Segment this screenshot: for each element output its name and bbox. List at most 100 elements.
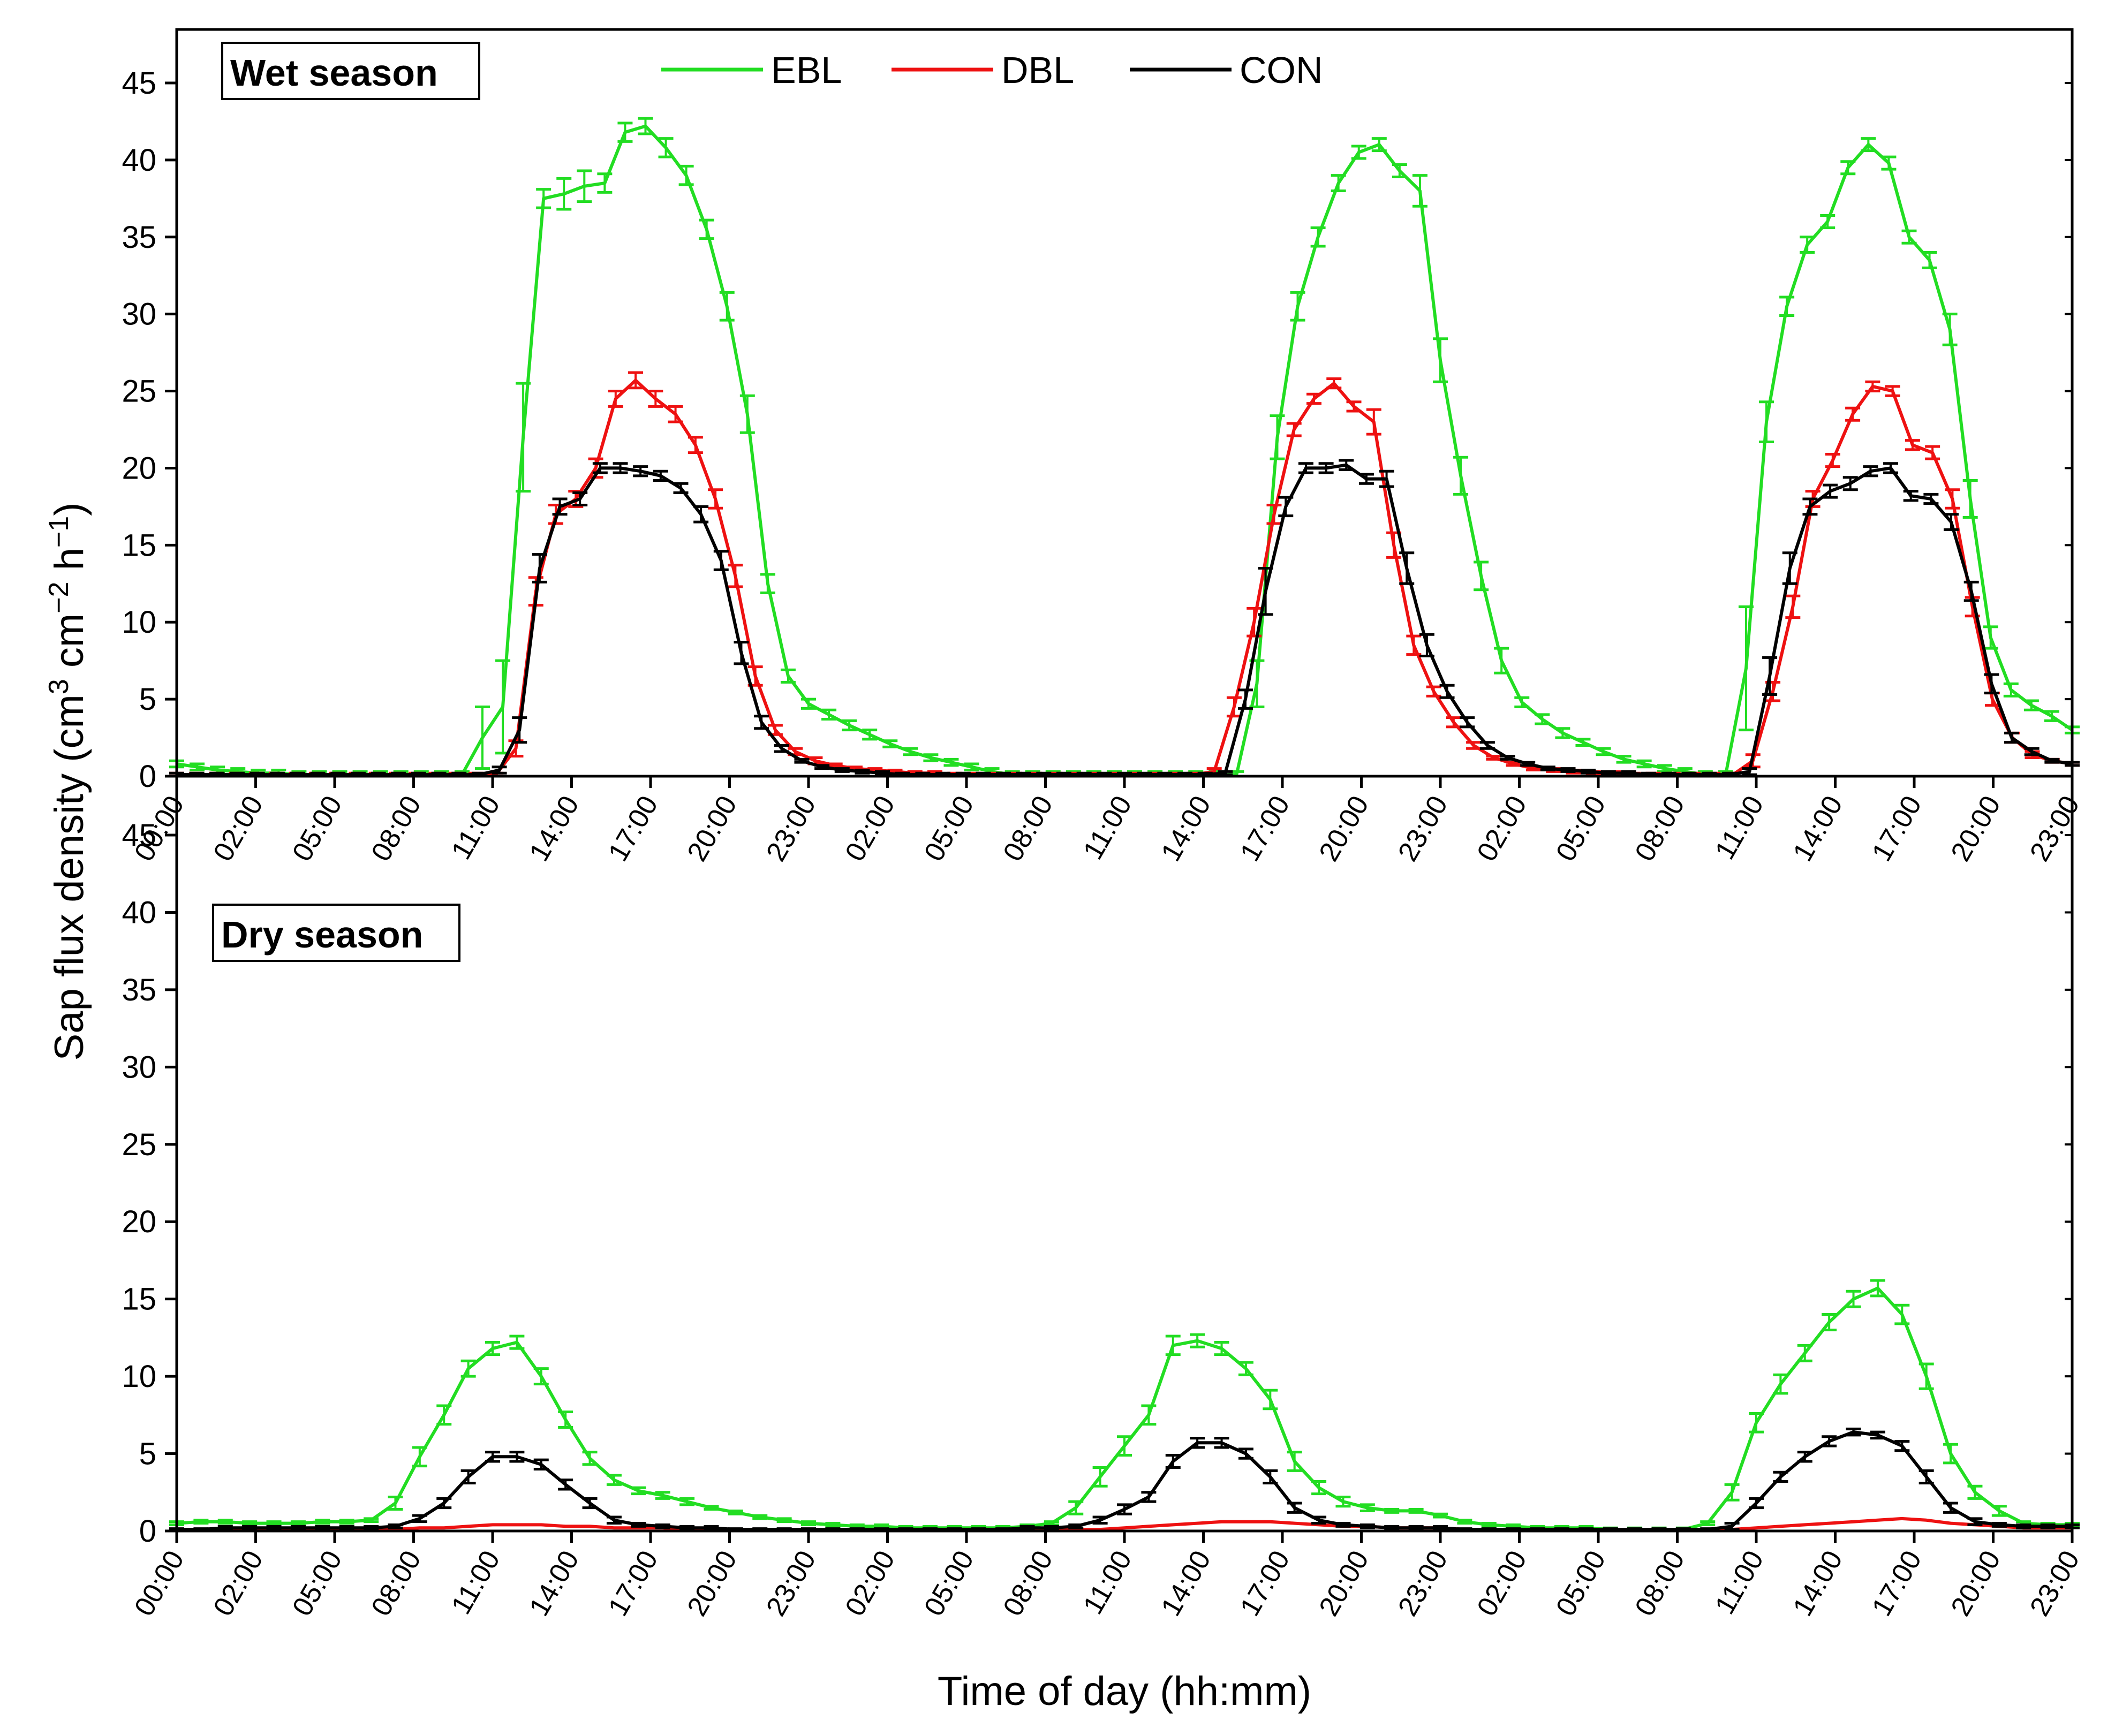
dry-season-y-tick-label: 25 (122, 1127, 156, 1162)
dry-season-con-error-bar (242, 1525, 258, 1531)
dry-season-ebl-error-bar (1190, 1333, 1205, 1348)
wet-season-ebl-error-bar (923, 753, 939, 762)
dry-season-ebl-error-bar (825, 1522, 841, 1528)
wet-season-ebl-error-bar (1290, 291, 1305, 322)
wet-season-ebl-error-bar (903, 747, 918, 756)
wet-season-ebl-error-bar (964, 762, 979, 771)
dry-season-y-tick-label: 30 (122, 1050, 156, 1085)
wet-season-y-tick-label: 10 (122, 605, 156, 640)
wet-season-con-error-bar (552, 497, 568, 516)
wet-season-con-error-bar (2024, 747, 2040, 756)
dry-season-con-error-bar (1287, 1502, 1302, 1514)
dry-season-ebl-error-bar (1092, 1466, 1108, 1488)
wet-season-ebl-error-bar (780, 668, 796, 684)
dry-season-con-error-bar (460, 1469, 476, 1484)
dry-season-con-error-bar (679, 1525, 695, 1531)
dry-season-ebl-error-bar (1724, 1483, 1740, 1502)
dry-season-ebl-error-bar (242, 1520, 258, 1526)
wet-season-con-error-bar (1298, 462, 1313, 474)
wet-season-con-error-bar (1963, 580, 1979, 602)
dry-season-con-error-bar (1214, 1437, 1229, 1449)
wet-season-ebl-error-bar (1820, 214, 1835, 230)
wet-season-ebl-error-bar (1270, 414, 1285, 460)
dry-season-con-error-bar (1991, 1522, 2007, 1528)
wet-season-con-error-bar (1258, 567, 1273, 616)
dry-season-con-error-bar (582, 1497, 598, 1510)
wet-season-con-error-bar (1460, 716, 1475, 729)
wet-season-con-error-bar (1863, 465, 1878, 477)
dry-season-ebl-error-bar (1044, 1520, 1059, 1526)
dry-season-label: Dry season (221, 914, 423, 956)
legend-label-ebl: EBL (771, 49, 842, 91)
dry-season-ebl-error-bar (1287, 1451, 1302, 1472)
wet-season-ebl-error-bar (862, 729, 878, 741)
wet-season-ebl-error-bar (801, 698, 816, 710)
wet-season-con-error-bar (1318, 462, 1334, 474)
dry-season-con-error-bar (388, 1523, 403, 1529)
wet-season-con-error-bar (1621, 770, 1636, 776)
dry-season-con-error-bar (1019, 1525, 1035, 1531)
dry-season-y-ticks: 0 5 10 15 20 25 30 35 40 45 (122, 818, 2072, 1549)
wet-season-con-error-bar (1903, 490, 1918, 502)
dry-season-ebl-error-bar (679, 1497, 695, 1506)
wet-season-ebl-error-bar (1657, 764, 1672, 773)
wet-season-y-tick-label: 35 (122, 220, 156, 255)
wet-season-dbl-error-bar (1885, 385, 1900, 397)
dry-season-ebl-error-bar (1870, 1279, 1885, 1298)
wet-season-ebl-error-bar (1983, 625, 1998, 650)
dry-season-con-error-bar (606, 1515, 622, 1525)
dry-season-ebl-error-bar (460, 1359, 476, 1378)
wet-season-con-error-bar (1782, 551, 1797, 585)
wet-season-dbl-error-bar (1286, 422, 1302, 437)
wet-season-con-error-bar (2004, 731, 2020, 744)
wet-season-ebl-error-bar (1861, 137, 1876, 153)
wet-season-ebl-error-bar (1616, 755, 1631, 764)
dry-season-con-error-bar (1846, 1427, 1861, 1437)
wet-season-ebl-error-bar (1555, 727, 1570, 739)
wet-season-dbl-error-bar (688, 436, 703, 454)
wet-season-con-error-bar (1520, 761, 1536, 767)
wet-season-ebl-error-bar (1738, 605, 1754, 732)
wet-season-con-error-bar (592, 462, 608, 474)
wet-season-con-error-bar (1479, 741, 1495, 750)
dry-season-ebl-error-bar (509, 1335, 525, 1350)
dry-season-ebl-error-bar (533, 1367, 549, 1386)
wet-season-con-error-bar (693, 505, 709, 524)
wet-season-y-tick-label: 30 (122, 297, 156, 332)
wet-season-ebl-error-bar (1351, 145, 1366, 160)
dry-season-ebl-error-bar (1408, 1508, 1424, 1514)
wet-season-dbl-error-bar (1446, 716, 1461, 729)
wet-season-con-error-bar (875, 770, 890, 776)
wet-season-dbl-error-bar (708, 488, 723, 510)
dry-season-con-error-bar (533, 1458, 549, 1470)
dry-season-ebl-error-bar (752, 1514, 768, 1520)
wet-season-ebl-error-bar (1800, 236, 1815, 254)
wet-season-con-error-bar (613, 462, 628, 474)
wet-season-con-error-bar (1984, 673, 1999, 695)
wet-season-y-ticks: 0 5 10 15 20 25 30 35 40 45 (122, 66, 2072, 794)
dry-season-con-error-bar (436, 1497, 452, 1510)
wet-season-dbl-error-bar (608, 390, 623, 408)
dry-season-con-error-bar (290, 1525, 306, 1531)
wet-season-ebl-error-bar (1474, 560, 1489, 592)
dry-season-y-tick-label: 15 (122, 1282, 156, 1317)
wet-season-con-error-bar (1278, 496, 1294, 518)
dry-season-con-error-bar (1165, 1453, 1181, 1469)
wet-season-ebl-error-bar (1331, 174, 1346, 192)
wet-season-con-error-bar (713, 550, 729, 571)
legend-label-dbl: DBL (1001, 49, 1074, 91)
wet-season-ebl-error-bar (1310, 226, 1326, 248)
legend: EBL DBL CON (661, 49, 1323, 91)
wet-season-ebl-error-bar (2044, 710, 2059, 722)
wet-season-con-error-bar (1379, 469, 1394, 488)
wet-season-dbl-error-bar (1326, 377, 1342, 390)
wet-season-con-error-bar (814, 764, 830, 770)
wet-season-con-error-bar (1762, 656, 1778, 696)
wet-season-ebl-error-bar (1412, 174, 1427, 208)
y-axis-title-sup-3: −1 (43, 516, 74, 548)
wet-season-con-error-bar (734, 641, 749, 665)
wet-season-ebl-error-bar (1453, 456, 1469, 496)
dry-season-ebl-error-bar (704, 1505, 719, 1511)
dry-season-con-error-bar (1918, 1469, 1934, 1484)
dry-season-con-error-bar (1117, 1503, 1132, 1515)
